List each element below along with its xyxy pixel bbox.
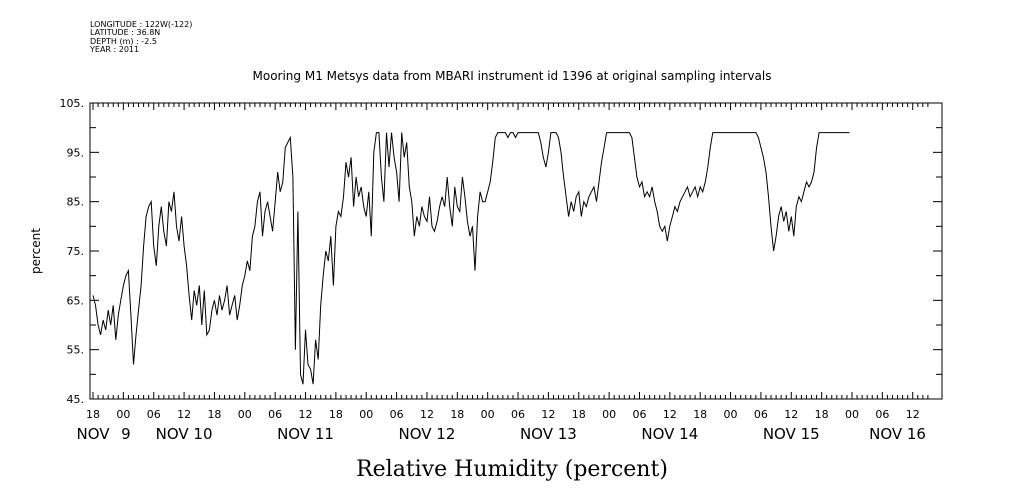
x-tick-label: 18 — [572, 408, 586, 421]
x-tick-label: 18 — [693, 408, 707, 421]
x-tick-label: 06 — [632, 408, 646, 421]
x-day-label: NOV 11 — [277, 425, 334, 443]
x-tick-label: 12 — [541, 408, 555, 421]
latitude-text: LATITUDE : 36.8N — [90, 28, 161, 38]
x-day-label: NOV 15 — [763, 425, 820, 443]
x-tick-label: 00 — [724, 408, 738, 421]
x-day-label: NOV 13 — [520, 425, 577, 443]
x-day-label: NOV 16 — [869, 425, 926, 443]
plot-frame — [89, 102, 943, 400]
y-tick-label: 75. — [67, 245, 85, 258]
x-day-label: NOV 14 — [641, 425, 698, 443]
x-tick-label: 12 — [299, 408, 313, 421]
y-tick-label: 65. — [67, 294, 85, 307]
x-tick-label: 12 — [784, 408, 798, 421]
x-tick-label: 06 — [147, 408, 161, 421]
series-line — [92, 132, 850, 385]
x-tick-label: 18 — [450, 408, 464, 421]
depth-text: DEPTH (m) : -2.5 — [90, 36, 157, 46]
y-tick-label: 95. — [67, 146, 85, 159]
x-tick-label: 18 — [329, 408, 343, 421]
x-tick-label: 18 — [815, 408, 829, 421]
y-tick-label: 85. — [67, 196, 85, 209]
y-axis-label: percent — [29, 228, 43, 274]
x-tick-label: 06 — [754, 408, 768, 421]
x-tick-label: 00 — [602, 408, 616, 421]
x-tick-label: 00 — [116, 408, 130, 421]
chart-title: Mooring M1 Metsys data from MBARI instru… — [253, 69, 772, 83]
y-tick-label: 55. — [67, 344, 85, 357]
x-tick-label: 12 — [420, 408, 434, 421]
x-day-label: NOV 10 — [156, 425, 213, 443]
x-tick-label: 12 — [177, 408, 191, 421]
year-text: YEAR : 2011 — [90, 45, 140, 55]
x-tick-label: 06 — [511, 408, 525, 421]
x-tick-label: 00 — [359, 408, 373, 421]
x-tick-label: 18 — [86, 408, 100, 421]
x-tick-label: 00 — [481, 408, 495, 421]
x-day-label: 9 — [121, 425, 131, 443]
x-tick-label: 12 — [906, 408, 920, 421]
x-tick-label: 06 — [875, 408, 889, 421]
x-tick-label: 18 — [207, 408, 221, 421]
x-axis-title: Relative Humidity (percent) — [356, 457, 668, 482]
x-tick-label: 06 — [268, 408, 282, 421]
x-tick-label: 00 — [238, 408, 252, 421]
y-tick-label: 45. — [67, 393, 85, 406]
x-day-label: NOV — [76, 425, 110, 443]
longitude-text: LONGITUDE : 122W(-122) — [90, 20, 193, 29]
x-tick-label: 06 — [390, 408, 404, 421]
x-day-label: NOV 12 — [399, 425, 456, 443]
x-tick-label: 12 — [663, 408, 677, 421]
x-tick-label: 00 — [845, 408, 859, 421]
y-tick-label: 105. — [60, 97, 85, 110]
metadata-block: LONGITUDE : 122W(-122) LATITUDE : 36.8N … — [90, 20, 193, 55]
